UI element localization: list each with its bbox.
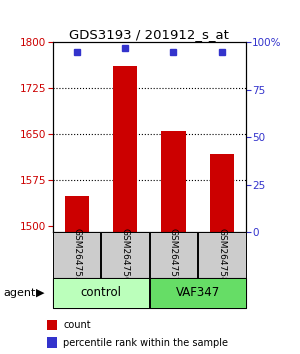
Text: percentile rank within the sample: percentile rank within the sample [63, 338, 228, 348]
Text: agent: agent [3, 288, 35, 298]
Bar [198, 232, 245, 278]
Bar [64, 196, 89, 232]
Bar [113, 66, 137, 232]
Text: control: control [80, 286, 122, 299]
Text: GSM264756: GSM264756 [121, 228, 130, 282]
Text: VAF347: VAF347 [176, 286, 220, 299]
Bar [46, 320, 57, 330]
Text: GSM264755: GSM264755 [72, 228, 81, 282]
Bar [46, 337, 57, 348]
Text: GSM264757: GSM264757 [169, 228, 178, 282]
Bar [53, 232, 100, 278]
Bar [150, 232, 197, 278]
Bar [161, 131, 185, 232]
Bar [150, 278, 245, 308]
Text: GSM264758: GSM264758 [217, 228, 226, 282]
Bar [101, 232, 149, 278]
Bar [210, 154, 234, 232]
Title: GDS3193 / 201912_s_at: GDS3193 / 201912_s_at [69, 28, 229, 41]
Bar [53, 278, 149, 308]
Text: ▶: ▶ [36, 288, 45, 298]
Text: count: count [63, 320, 91, 330]
